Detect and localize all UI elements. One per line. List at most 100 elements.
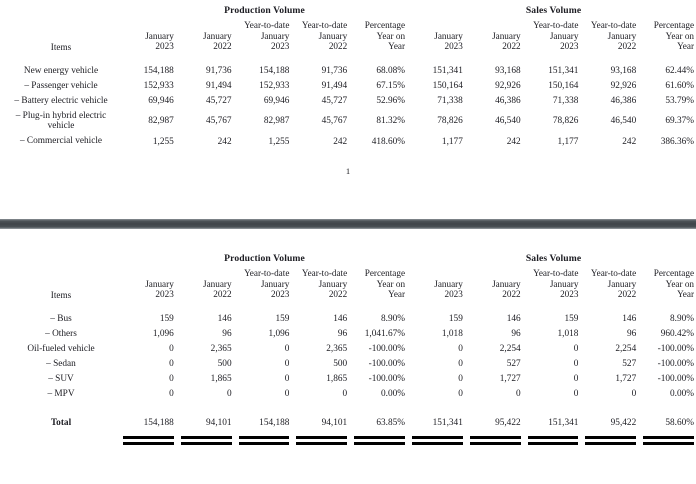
row-value-cell: 78,826: [437, 116, 463, 127]
row-value-cell: 1,018: [441, 328, 463, 339]
group-header-row: Production Volume Sales Volume: [2, 253, 696, 268]
row-value-cell: 0: [515, 388, 521, 399]
column-header-sales-jan-2023: January 2023: [434, 278, 463, 300]
table-row: – Others 1,096 96 1,096 96 1,041.67% 1,018 96 1,…: [2, 326, 696, 341]
row-value-cell: -100.00%: [657, 358, 695, 369]
group-header-production: Production Volume: [224, 253, 305, 264]
row-value-cell: 92,926: [610, 80, 637, 91]
table-row: – SUV 0 1,865 0 1,865 -100.00% 0 1,727 0 1,727 -10…: [2, 372, 696, 387]
column-header-row: Items January 2023 January 2022 Year-to-…: [2, 20, 696, 53]
group-header-sales: Sales Volume: [525, 253, 582, 264]
row-value-cell: 0: [458, 373, 463, 384]
column-header-prod-ytd-2022: Year-to-date January 2022: [301, 19, 348, 52]
row-value-cell: 500: [333, 358, 348, 369]
total-double-rule-cell: [178, 430, 236, 447]
row-value-cell: 62.44%: [665, 65, 695, 76]
row-value-cell: 159: [564, 313, 579, 324]
row-item-label: – Others: [45, 328, 77, 339]
row-value-cell: 960.42%: [660, 328, 695, 339]
table-row: New energy vehicle 154,188 91,736 154,188 91…: [2, 63, 696, 78]
row-value-cell: 418.60%: [371, 136, 406, 147]
column-header-prod-ytd-2022: Year-to-date January 2022: [301, 267, 348, 300]
row-value-cell: 0: [169, 388, 174, 399]
row-value-cell: 46,540: [610, 116, 637, 127]
row-value-cell: 78,826: [552, 116, 579, 127]
total-row-value-cell: 63.85%: [376, 417, 406, 428]
table-row: – Bus 159 146 159 146 8.90% 159 146 159 146 8.90%: [2, 311, 696, 326]
row-value-cell: 91,494: [321, 80, 348, 91]
double-rule: [527, 435, 579, 445]
row-value-cell: 242: [217, 136, 232, 147]
total-row-value-cell: 95,422: [610, 417, 637, 428]
row-value-cell: 242: [622, 136, 637, 147]
row-value-cell: 146: [333, 313, 348, 324]
row-value-cell: 69,946: [263, 95, 290, 106]
table-body-page2: – Bus 159 146 159 146 8.90% 159 146 159 146 8.90% –…: [2, 311, 696, 401]
total-row-value-cell: 151,341: [548, 417, 579, 428]
row-value-cell: 67.15%: [376, 80, 406, 91]
row-value-cell: 45,727: [206, 95, 232, 106]
row-value-cell: 91,736: [206, 65, 232, 76]
row-value-cell: 69.37%: [665, 116, 695, 127]
row-value-cell: 500: [217, 358, 232, 369]
column-header-sales-ytd-2022: Year-to-date January 2022: [590, 19, 637, 52]
row-value-cell: 46,386: [495, 95, 521, 106]
row-value-cell: 46,386: [610, 95, 637, 106]
row-value-cell: 0: [284, 388, 290, 399]
column-header-prod-ytd-2023: Year-to-date January 2023: [244, 267, 290, 300]
row-value-cell: 96: [626, 328, 637, 339]
total-double-rule-cell: [120, 430, 178, 447]
row-value-cell: 0: [458, 343, 463, 354]
row-value-cell: -100.00%: [368, 373, 406, 384]
row-value-cell: 1,018: [557, 328, 579, 339]
row-value-cell: 2,254: [499, 343, 521, 354]
table-header-page1: Production Volume Sales Volume Items Jan…: [2, 5, 696, 63]
total-double-rule-cell: [640, 430, 696, 447]
row-value-cell: 61.60%: [665, 80, 695, 91]
row-value-cell: 46,540: [495, 116, 521, 127]
column-header-prod-jan-2022: January 2022: [203, 30, 232, 52]
row-value-cell: 53.79%: [665, 95, 695, 106]
double-rule: [296, 435, 348, 445]
row-value-cell: 93,168: [495, 65, 521, 76]
row-value-cell: 0: [573, 343, 579, 354]
group-header-spacer: [2, 6, 120, 20]
row-item-label: – Sedan: [46, 358, 76, 369]
row-value-cell: 0: [226, 388, 232, 399]
header-gap: [2, 300, 696, 311]
row-value-cell: 150,164: [548, 80, 579, 91]
column-header-sales-ytd-2023: Year-to-date January 2023: [533, 267, 579, 300]
row-value-cell: 82,987: [263, 116, 290, 127]
total-rule-spacer: [2, 430, 120, 447]
row-value-cell: 0: [284, 358, 290, 369]
double-rule: [354, 435, 406, 445]
document-page-1: Production Volume Sales Volume Items Jan…: [0, 0, 696, 219]
row-value-cell: 0: [169, 358, 174, 369]
row-value-cell: 159: [448, 313, 463, 324]
row-value-cell: 0: [573, 358, 579, 369]
column-header-items: Items: [50, 42, 72, 53]
total-double-rule-cell: [409, 430, 467, 447]
row-value-cell: 0: [458, 358, 463, 369]
row-item-label: – Bus: [50, 313, 72, 324]
row-value-cell: 0: [458, 388, 463, 399]
page-number: 1: [345, 166, 351, 177]
production-sales-table-page2: Production Volume Sales Volume Items Jan…: [2, 253, 696, 447]
total-row-value-cell: 58.60%: [665, 417, 695, 428]
row-value-cell: 1,177: [557, 136, 579, 147]
row-value-cell: 154,188: [259, 65, 290, 76]
row-item-label: New energy vehicle: [23, 65, 99, 76]
column-header-sales-pct-yoy: Percentage Year on Year: [653, 19, 695, 52]
row-value-cell: 81.32%: [376, 116, 406, 127]
double-rule: [643, 435, 695, 445]
row-value-cell: 146: [506, 313, 521, 324]
table-footer-total: Total 154,188 94,101 154,188 94,101 63.85% 151…: [2, 402, 696, 447]
group-header-sales: Sales Volume: [525, 5, 582, 16]
table-row: – Plug-in hybrid electric vehicle 82,987 4…: [2, 109, 696, 135]
row-value-cell: 8.90%: [670, 313, 695, 324]
row-value-cell: 152,933: [143, 80, 174, 91]
row-value-cell: 1,865: [210, 373, 232, 384]
total-row-value-cell: 94,101: [206, 417, 232, 428]
double-rule: [123, 435, 174, 445]
column-header-sales-jan-2023: January 2023: [434, 30, 463, 52]
